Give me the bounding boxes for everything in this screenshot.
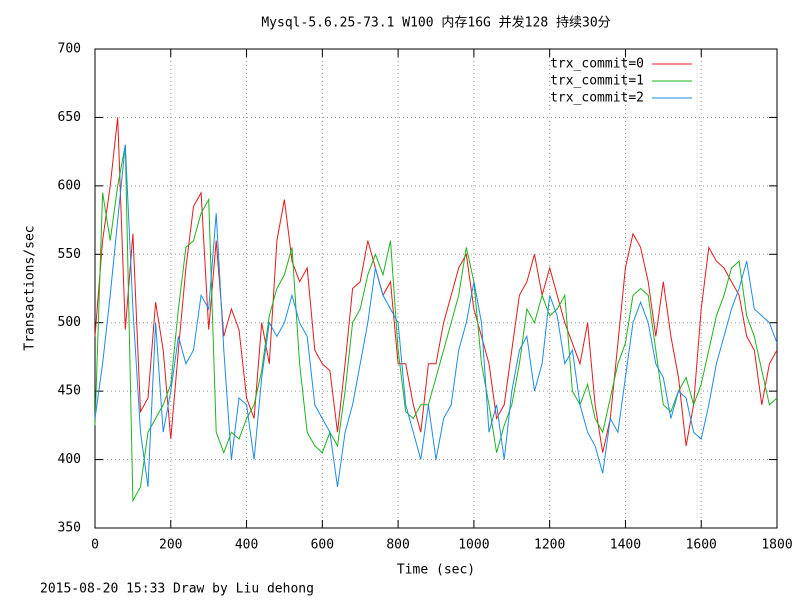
y-axis-label: Transactions/sec [23, 225, 38, 350]
legend-label: trx_commit=0 [550, 57, 644, 72]
plot-border [94, 48, 778, 529]
series-line [94, 144, 778, 487]
series-line [94, 117, 778, 453]
y-tick-label: 450 [58, 384, 81, 399]
x-axis-label: Time (sec) [397, 563, 475, 578]
chart-title: Mysql-5.6.25-73.1 W100 内存16G 并发128 持续30分 [261, 15, 610, 31]
footer: 2015-08-20 15:33 Draw by Liu dehong [40, 582, 314, 597]
y-tick-label: 500 [58, 315, 81, 330]
series-line [94, 144, 778, 503]
x-tick-label: 1400 [610, 538, 641, 553]
x-tick-label: 200 [159, 538, 182, 553]
y-tick-label: 550 [58, 247, 81, 262]
x-tick-label: 1000 [458, 538, 489, 553]
y-tick-label: 700 [58, 42, 81, 57]
x-tick-label: 600 [311, 538, 334, 553]
x-tick-label: 800 [386, 538, 409, 553]
legend-label: trx_commit=2 [550, 91, 644, 106]
x-tick-label: 1600 [686, 538, 717, 553]
y-tick-label: 650 [58, 110, 81, 125]
x-tick-label: 0 [91, 538, 99, 553]
y-tick-label: 400 [58, 452, 81, 467]
y-tick-label: 350 [58, 521, 81, 536]
y-tick-label: 600 [58, 178, 81, 193]
x-tick-label: 1800 [761, 538, 792, 553]
legend-label: trx_commit=1 [550, 74, 644, 89]
x-tick-label: 400 [235, 538, 258, 553]
x-tick-label: 1200 [534, 538, 565, 553]
